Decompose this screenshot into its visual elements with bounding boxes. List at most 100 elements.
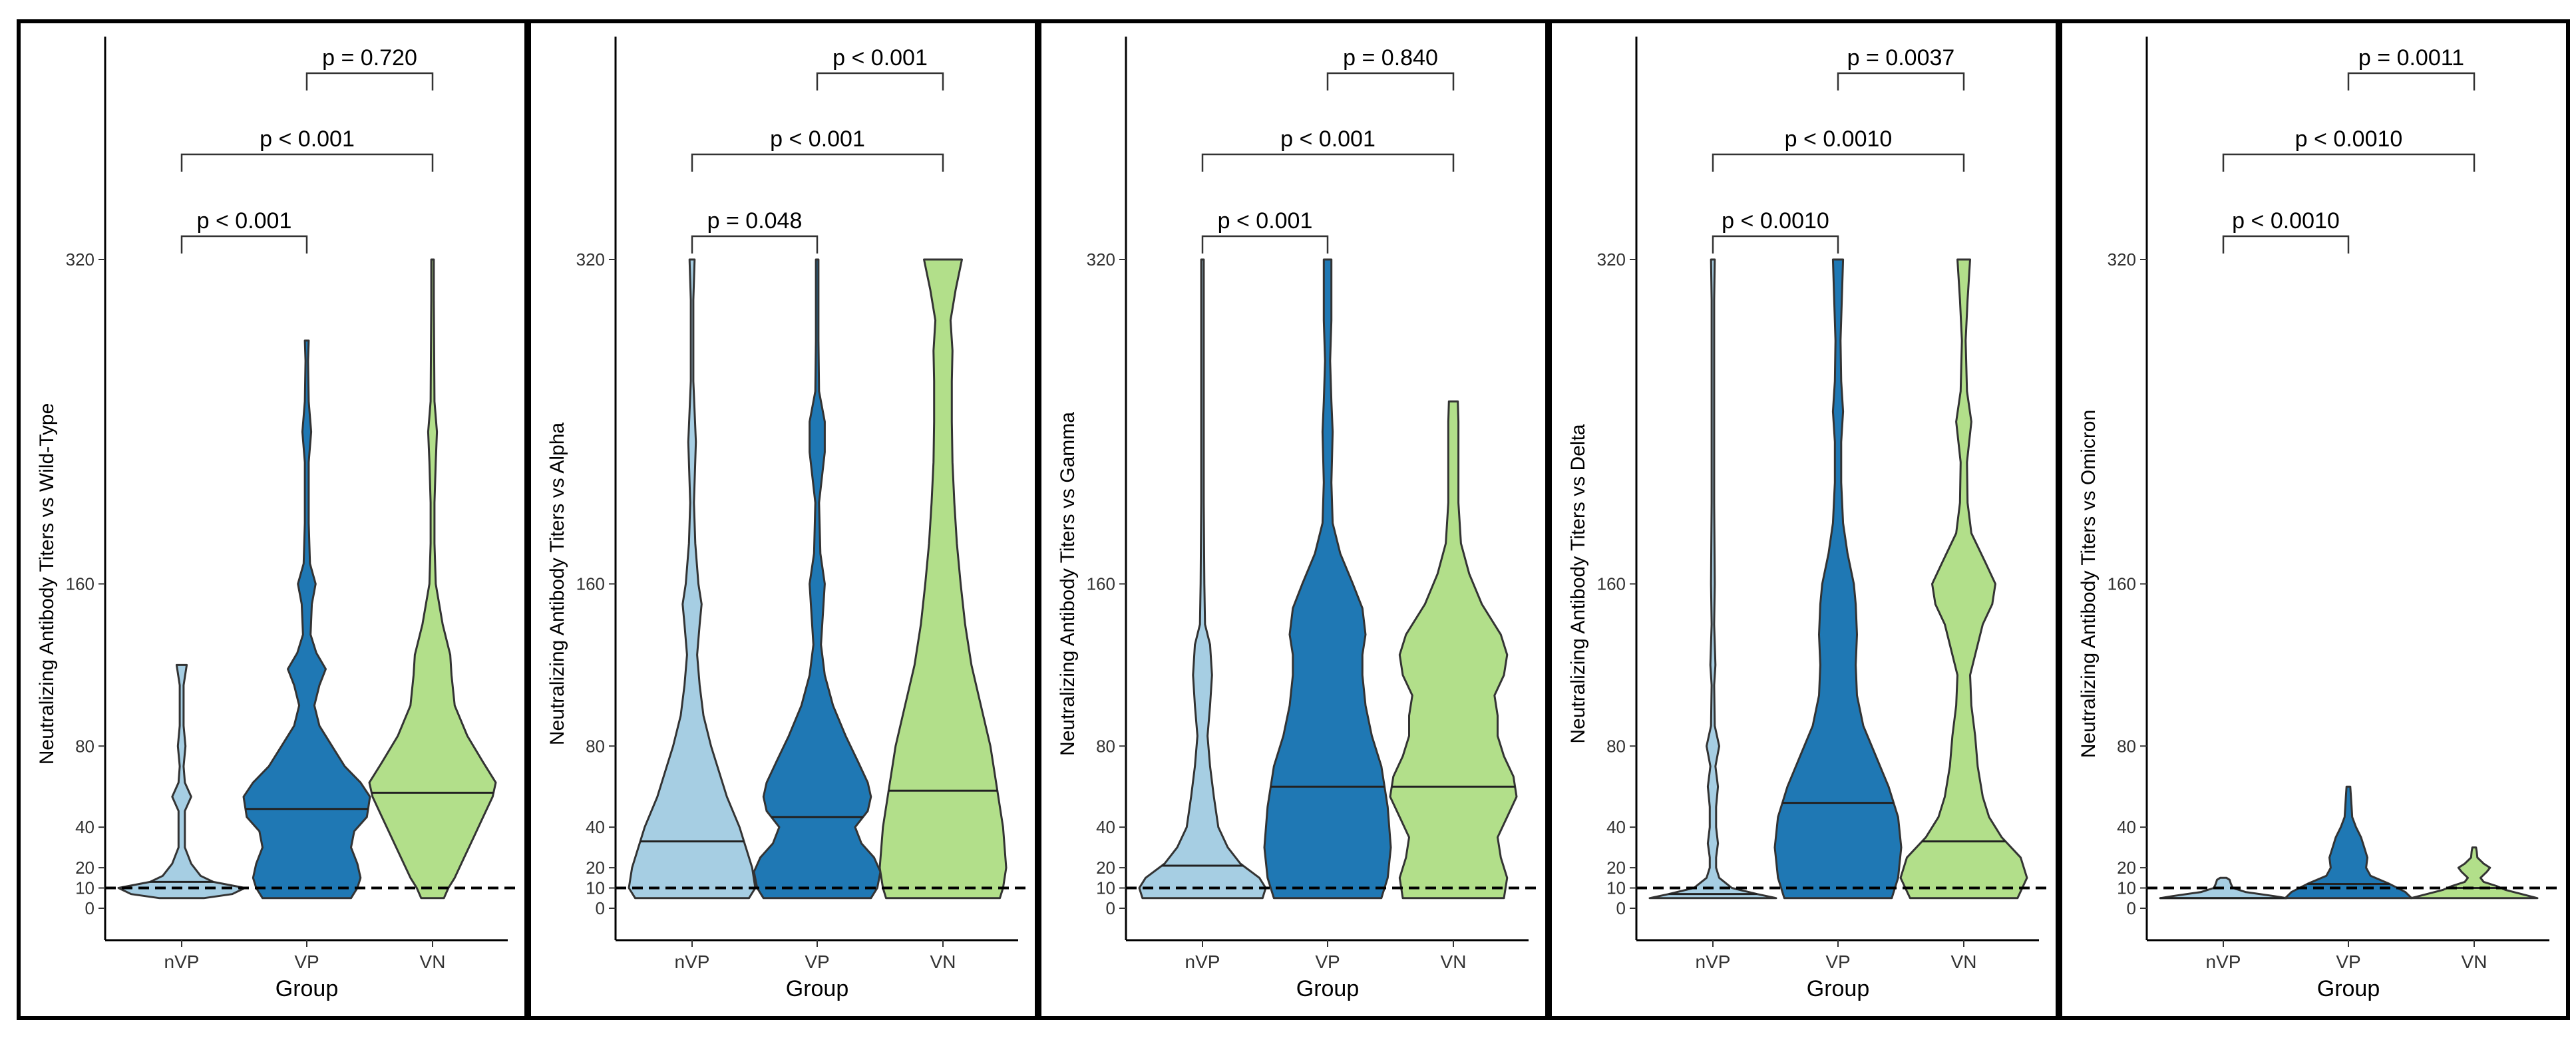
p-value-label: p = 0.0037 — [1847, 45, 1955, 71]
violin-VN — [1899, 258, 2028, 900]
p-value-label: p < 0.001 — [832, 45, 928, 71]
y-tick-label: 320 — [1597, 250, 1626, 269]
y-tick-label: 160 — [1087, 574, 1115, 594]
p-value-label: p = 0.720 — [322, 45, 417, 71]
violin-VN — [2410, 846, 2539, 900]
significance-bracket — [1201, 235, 1329, 254]
y-tick-label: 40 — [586, 817, 605, 837]
y-tick-label: 20 — [586, 858, 605, 878]
x-tick-label: VN — [1441, 952, 1467, 972]
y-tick-label: 80 — [75, 736, 94, 756]
y-tick-label: 20 — [75, 858, 94, 878]
p-value-label: p < 0.001 — [1218, 208, 1313, 234]
x-tick-label: nVP — [675, 952, 710, 972]
p-value-label: p < 0.0010 — [2295, 126, 2403, 152]
x-tick-label: VP — [805, 952, 829, 972]
y-tick-label: 160 — [576, 574, 605, 594]
significance-bracket — [1326, 72, 1455, 90]
y-tick-label: 320 — [1087, 250, 1115, 269]
violin-VN — [878, 258, 1008, 900]
y-tick-label: 20 — [1096, 858, 1115, 878]
y-tick-label: 10 — [2117, 878, 2136, 898]
x-tick-label: nVP — [1185, 952, 1220, 972]
violin-VN — [368, 258, 497, 900]
y-tick-label: 40 — [1606, 817, 1626, 837]
p-value-label: p < 0.001 — [197, 208, 292, 234]
violin-VP — [242, 339, 371, 900]
x-tick-label: nVP — [2206, 952, 2241, 972]
significance-bracket — [1712, 153, 1965, 172]
x-axis-label: Group — [276, 976, 339, 1001]
x-tick-label: nVP — [1696, 952, 1731, 972]
significance-bracket — [2222, 235, 2350, 254]
violin-VP — [1263, 258, 1392, 900]
violin-VP — [2284, 785, 2413, 900]
y-tick-label: 0 — [85, 898, 94, 918]
p-value-label: p < 0.0010 — [1785, 126, 1893, 152]
y-tick-label: 160 — [1597, 574, 1626, 594]
y-tick-label: 40 — [2117, 817, 2136, 837]
violin-VP — [1773, 258, 1903, 900]
y-tick-label: 0 — [2127, 898, 2136, 918]
significance-bracket — [816, 72, 944, 90]
y-axis-label: Neutralizing Antibody Titers vs Delta — [1567, 424, 1589, 744]
x-tick-label: VP — [2336, 952, 2360, 972]
y-tick-label: 40 — [75, 817, 94, 837]
y-tick-label: 40 — [1096, 817, 1115, 837]
y-tick-label: 80 — [2117, 736, 2136, 756]
violin-VN — [1389, 400, 1518, 900]
significance-bracket — [2347, 72, 2476, 90]
panel-border — [2058, 19, 2570, 1020]
x-axis-label: Group — [2317, 976, 2380, 1001]
significance-bracket — [2222, 153, 2476, 172]
significance-bracket — [691, 153, 944, 172]
p-value-label: p = 0.0011 — [2358, 45, 2464, 71]
y-tick-label: 10 — [1096, 878, 1115, 898]
x-tick-label: nVP — [164, 952, 200, 972]
y-tick-label: 0 — [1616, 898, 1626, 918]
y-tick-label: 320 — [576, 250, 605, 269]
y-tick-label: 160 — [66, 574, 94, 594]
y-tick-label: 160 — [2108, 574, 2136, 594]
y-axis-label: Neutralizing Antibody Titers vs Omicron — [2078, 410, 2100, 759]
x-axis-label: Group — [786, 976, 849, 1001]
p-value-label: p = 0.840 — [1343, 45, 1438, 71]
y-tick-label: 80 — [586, 736, 605, 756]
significance-bracket — [1712, 235, 1839, 254]
x-tick-label: VN — [2462, 952, 2487, 972]
y-axis-label: Neutralizing Antibody Titers vs Wild-Typ… — [36, 403, 58, 765]
y-tick-label: 10 — [75, 878, 94, 898]
significance-bracket — [1837, 72, 1965, 90]
significance-bracket — [180, 235, 308, 254]
violin-nVP — [117, 663, 246, 900]
x-tick-label: VP — [1315, 952, 1340, 972]
y-tick-label: 80 — [1606, 736, 1626, 756]
x-tick-label: VN — [420, 952, 446, 972]
significance-bracket — [1201, 153, 1455, 172]
x-tick-label: VP — [294, 952, 319, 972]
x-tick-label: VN — [930, 952, 956, 972]
x-axis-label: Group — [1296, 976, 1360, 1001]
y-tick-label: 20 — [1606, 858, 1626, 878]
significance-bracket — [691, 235, 819, 254]
y-tick-label: 0 — [596, 898, 605, 918]
violin-nVP — [1648, 258, 1777, 900]
y-tick-label: 320 — [66, 250, 94, 269]
significance-bracket — [305, 72, 434, 90]
p-value-label: p < 0.0010 — [1722, 208, 1829, 234]
x-axis-label: Group — [1807, 976, 1870, 1001]
p-value-label: p < 0.001 — [260, 126, 355, 152]
y-tick-label: 10 — [586, 878, 605, 898]
p-value-label: p < 0.001 — [770, 126, 865, 152]
violin-nVP — [628, 258, 757, 900]
p-value-label: p = 0.048 — [707, 208, 803, 234]
p-value-label: p < 0.001 — [1280, 126, 1376, 152]
x-tick-label: VP — [1825, 952, 1850, 972]
y-tick-label: 20 — [2117, 858, 2136, 878]
y-tick-label: 320 — [2108, 250, 2136, 269]
y-axis-label: Neutralizing Antibody Titers vs Gamma — [1057, 412, 1079, 756]
